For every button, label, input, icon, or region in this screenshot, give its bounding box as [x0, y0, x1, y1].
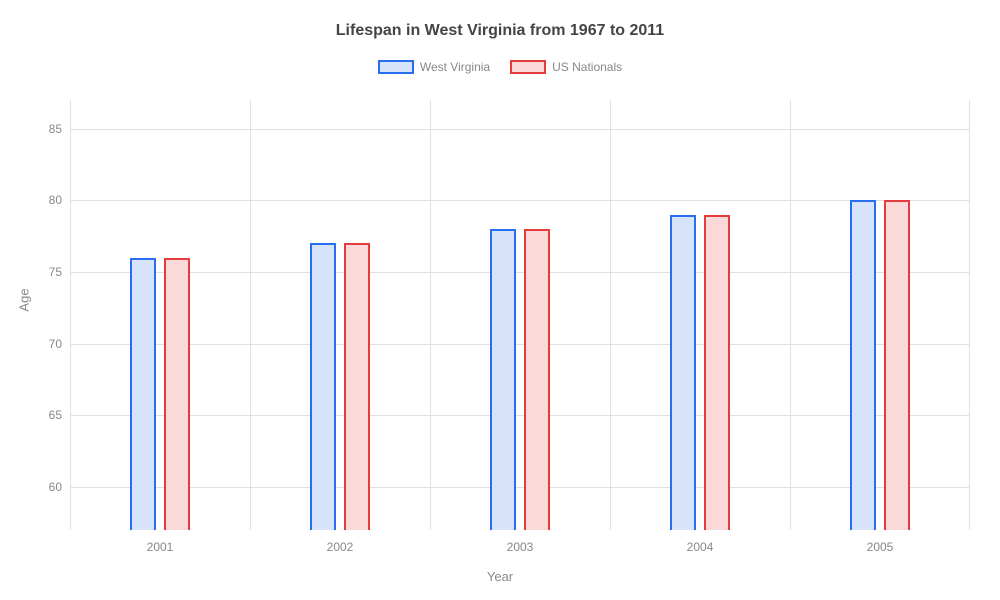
y-tick-label: 60: [49, 480, 62, 494]
y-gridline: [70, 272, 970, 273]
legend-label-wv: West Virginia: [420, 60, 490, 74]
bar-west-virginia-2003: [490, 229, 516, 530]
x-gridline: [70, 100, 71, 530]
y-axis-label: Age: [17, 288, 32, 311]
x-gridline: [610, 100, 611, 530]
y-gridline: [70, 487, 970, 488]
legend-swatch-us: [510, 60, 546, 74]
bar-us-nationals-2005: [884, 200, 910, 530]
plot-area: 60657075808520012002200320042005: [70, 100, 970, 530]
y-gridline: [70, 200, 970, 201]
legend-item-us: US Nationals: [510, 60, 622, 74]
x-gridline: [430, 100, 431, 530]
bar-west-virginia-2004: [670, 215, 696, 530]
bar-us-nationals-2002: [344, 243, 370, 530]
legend: West Virginia US Nationals: [0, 60, 1000, 74]
legend-label-us: US Nationals: [552, 60, 622, 74]
y-gridline: [70, 129, 970, 130]
legend-swatch-wv: [378, 60, 414, 74]
bar-west-virginia-2001: [130, 258, 156, 530]
bar-west-virginia-2002: [310, 243, 336, 530]
chart-container: Lifespan in West Virginia from 1967 to 2…: [0, 0, 1000, 600]
x-tick-label: 2001: [147, 540, 174, 554]
y-tick-label: 85: [49, 122, 62, 136]
x-tick-label: 2003: [507, 540, 534, 554]
y-tick-label: 65: [49, 408, 62, 422]
bar-us-nationals-2001: [164, 258, 190, 530]
y-gridline: [70, 344, 970, 345]
x-tick-label: 2005: [867, 540, 894, 554]
x-gridline: [969, 100, 970, 530]
y-tick-label: 70: [49, 337, 62, 351]
y-tick-label: 75: [49, 265, 62, 279]
legend-item-wv: West Virginia: [378, 60, 490, 74]
y-gridline: [70, 415, 970, 416]
x-tick-label: 2004: [687, 540, 714, 554]
x-axis-label: Year: [487, 569, 513, 584]
chart-title: Lifespan in West Virginia from 1967 to 2…: [0, 0, 1000, 40]
x-gridline: [790, 100, 791, 530]
bar-us-nationals-2003: [524, 229, 550, 530]
bar-us-nationals-2004: [704, 215, 730, 530]
x-gridline: [250, 100, 251, 530]
bar-west-virginia-2005: [850, 200, 876, 530]
y-tick-label: 80: [49, 193, 62, 207]
x-tick-label: 2002: [327, 540, 354, 554]
